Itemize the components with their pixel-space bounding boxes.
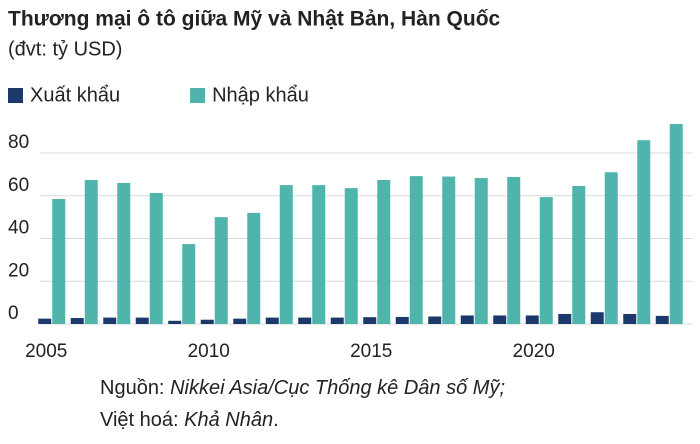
- bar: [507, 176, 521, 324]
- x-tick-label: 2020: [513, 341, 555, 362]
- bar: [312, 185, 326, 324]
- bar: [103, 317, 117, 324]
- legend-swatch: [8, 88, 23, 103]
- legend-label: Nhập khẩu: [212, 84, 309, 106]
- bar: [149, 193, 163, 324]
- y-tick-label: 0: [8, 303, 19, 324]
- chart-title: Thương mại ô tô giữa Mỹ và Nhật Bản, Hàn…: [8, 8, 501, 31]
- bar: [572, 185, 586, 324]
- credit-end: .: [273, 409, 279, 431]
- bar: [200, 319, 214, 324]
- bar: [117, 182, 131, 324]
- bar: [669, 123, 683, 324]
- bar: [409, 176, 423, 324]
- bar: [135, 317, 149, 324]
- bar: [590, 312, 604, 324]
- bar: [637, 140, 651, 324]
- y-tick-label: 80: [8, 132, 29, 153]
- bar: [428, 316, 442, 324]
- credit: Việt hoá: Khả Nhân.: [100, 409, 279, 431]
- bar: [604, 172, 618, 324]
- legend-label: Xuất khẩu: [30, 84, 120, 106]
- bar: [233, 318, 247, 324]
- x-tick-label: 2010: [188, 341, 230, 362]
- bar: [525, 315, 539, 324]
- source-label: Nguồn:: [100, 377, 165, 399]
- bar: [279, 185, 293, 324]
- chart-subtitle: (đvt: tỷ USD): [8, 38, 122, 60]
- source: Nguồn: Nikkei Asia/Cục Thống kê Dân số M…: [100, 377, 505, 399]
- bar: [247, 212, 261, 324]
- source-text: Nikkei Asia/Cục Thống kê Dân số Mỹ;: [170, 377, 505, 399]
- x-tick-label: 2005: [25, 341, 67, 362]
- bar: [395, 316, 409, 324]
- bar: [377, 179, 391, 324]
- bar: [84, 179, 98, 324]
- y-tick-label: 40: [8, 218, 29, 239]
- bar: [168, 320, 182, 324]
- credit-label: Việt hoá:: [100, 409, 179, 431]
- bar: [623, 313, 637, 324]
- bar: [330, 317, 344, 324]
- bar: [265, 317, 279, 324]
- bar: [182, 244, 196, 324]
- bar: [539, 197, 553, 324]
- bar: [460, 315, 474, 324]
- x-tick-label: 2015: [350, 341, 392, 362]
- bar: [442, 176, 456, 324]
- bar: [52, 198, 66, 324]
- bar: [493, 315, 507, 324]
- bar: [558, 313, 572, 324]
- bar: [214, 217, 228, 324]
- y-tick-label: 20: [8, 260, 29, 281]
- bar: [363, 317, 377, 324]
- bar: [474, 178, 488, 324]
- bar: [70, 318, 84, 324]
- y-tick-label: 60: [8, 175, 29, 196]
- bar: [38, 318, 52, 324]
- credit-text: Khả Nhân: [184, 409, 273, 431]
- legend-swatch: [190, 88, 206, 103]
- bar: [655, 315, 669, 324]
- bar: [298, 317, 312, 324]
- bar: [344, 188, 358, 324]
